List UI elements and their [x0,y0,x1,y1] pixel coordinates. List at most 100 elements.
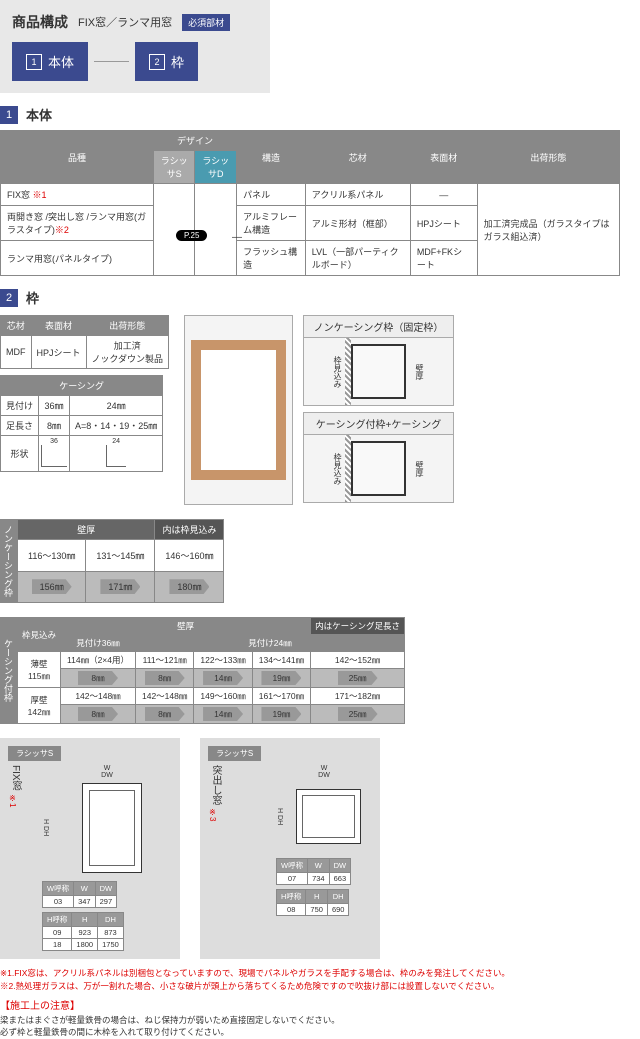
cell: 149～160㎜ [194,688,252,705]
cell: HPJシート [31,336,86,369]
flow-label-1: 本体 [48,52,74,71]
frame-cross-section-icon [351,344,406,399]
product-tab: ラシッサS [8,746,61,761]
dim: 24 [112,438,120,445]
th: 見付け24㎜ [136,635,405,652]
th: H [306,890,328,904]
th-design-s: ラシッサS [153,151,194,184]
cell: 122～133㎜ [194,652,252,669]
cell: アクリル系パネル [305,184,410,206]
required-badge: 必須部材 [182,14,230,31]
arrow-value: 180㎜ [169,579,209,594]
cell: 297 [95,896,117,908]
arrow-value: 171㎜ [100,579,140,594]
dim: H [276,808,283,813]
footnotes: ※1.FIX窓は、アクリル系パネルは別梱包となっていますので、現場でパネルやガラ… [0,967,640,1039]
note-2: ※2.熱処理ガラスは、万が一割れた場合、小さな破片が頭上から落ちてくるため危険で… [0,980,640,993]
cell: 8㎜ [39,416,70,436]
mark: ※1 [33,190,47,200]
cell: HPJシート [410,206,477,241]
section-2-title: 枠 [26,288,39,307]
warning-line: 梁またはまぐさが軽量鉄骨の場合は、ねじ保持力が弱いため直接固定しないでください。 [0,1014,640,1027]
th-design: デザイン [153,131,236,151]
cell: パネル [237,184,306,206]
cell: 923 [72,927,98,939]
section-1-num: 1 [0,106,18,124]
dim-label: 壁厚 [414,461,425,477]
product-fix-window: ラシッサS FIX窓 ※1 WDW H DH W呼称WDW 03347297 H… [0,738,180,959]
note-1: ※1.FIX窓は、アクリル系パネルは別梱包となっていますので、現場でパネルやガラ… [0,967,640,980]
cell: 750 [306,904,328,916]
flow-num-1: 1 [26,54,42,70]
product-name: FIX窓 [8,765,23,791]
cell: 08 [277,904,306,916]
cell: LVL（一部パーティクルボード） [305,241,410,276]
cell: 18 [43,939,72,951]
arrow: 14㎜ [203,671,243,685]
section-1-title: 本体 [26,105,52,124]
th: 表面材 [31,316,86,336]
shape-icon [106,445,126,467]
p25-badge: P.25 [176,230,207,241]
cell: 873 [98,927,124,939]
cell: 1800 [72,939,98,951]
diagram-title-1: ノンケーシング枠（固定枠） [304,316,453,338]
th-hinshu: 品種 [1,131,154,184]
th: W [308,859,330,873]
th: 壁厚 [61,618,311,635]
dim: DH [276,815,283,825]
flow-row: 1 本体 2 枠 [12,42,258,81]
th: 壁厚 [18,520,155,540]
cell: 146～160㎜ [155,540,224,572]
warning-title: 【施工上の注意】 [0,999,640,1014]
shape-icon [41,445,67,467]
flow-item-1: 1 本体 [12,42,88,81]
th: ケーシング [1,376,163,396]
cell: 07 [277,873,308,885]
product-name: 突出し窓 [208,765,223,805]
cell: フラッシュ構造 [237,241,306,276]
mini-table-w: W呼称WDW 07734663 [276,858,351,885]
th: 出荷形態 [86,316,168,336]
wood-frame-illustration [191,340,286,480]
arrow: 8㎜ [145,707,185,721]
section-2-num: 2 [0,289,18,307]
cell: — [410,184,477,206]
cell: 142～148㎜ [136,688,194,705]
cell: 足長さ [1,416,39,436]
cell: 114㎜（2×4用） [61,652,136,669]
frame-cross-section-icon [351,441,406,496]
dim-label: 枠見込み [332,453,343,485]
product-tab: ラシッサS [208,746,261,761]
arrow: 19㎜ [261,707,301,721]
vlabel-noncasing: ノンケーシング枠 [0,519,17,603]
arrow: 25㎜ [338,707,378,721]
arrow: 14㎜ [203,707,243,721]
cell: 734 [308,873,330,885]
cell: アルミ形材（框部） [305,206,410,241]
dim: H [42,819,49,824]
flow-num-2: 2 [149,54,165,70]
product-mark: ※1 [8,794,17,807]
th: 枠見込み [18,618,61,652]
flow-connector [94,61,129,62]
dim: DH [42,826,49,836]
row-label: 厚壁 142㎜ [18,688,61,724]
mini-table-w: W呼称WDW 03347297 [42,881,117,908]
dim: DW [101,772,113,779]
warning-line: 必ず枠と軽量鉄骨の間に木枠を入れて取り付けてください。 [0,1026,640,1039]
th: 内はケーシング足長さ [311,618,405,635]
th-design-d: ラシッサD [195,151,237,184]
vlabel-casing: ケーシング付枠 [0,617,17,724]
th: DW [95,882,117,896]
cell: 111～121㎜ [136,652,194,669]
cell: A=8・14・19・25㎜ [70,416,163,436]
cell: MDF+FKシート [410,241,477,276]
cell: 347 [74,896,96,908]
cell: 両開き窓 /突出し窓 /ランマ用窓(ガラスタイプ) [7,212,146,235]
mini-table-h: H呼称HDH 08750690 [276,889,349,916]
window-sketch-icon [296,789,361,844]
table-casing: ケーシング 見付け36㎜24㎜ 足長さ8㎜A=8・14・19・25㎜ 形状 36… [0,375,163,472]
dim: W [104,765,111,772]
cell: 134～141㎜ [252,652,310,669]
